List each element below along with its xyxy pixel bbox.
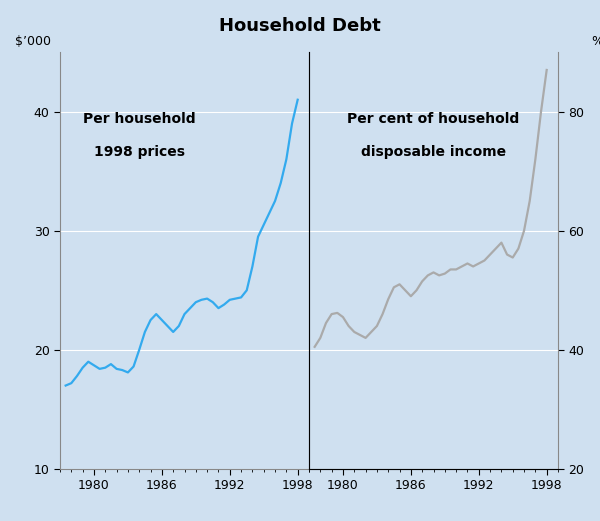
Text: disposable income: disposable income — [361, 145, 506, 159]
Text: 1998 prices: 1998 prices — [94, 145, 185, 159]
Text: $’000: $’000 — [15, 35, 51, 48]
Text: Household Debt: Household Debt — [219, 17, 381, 35]
Text: Per household: Per household — [83, 112, 196, 126]
Text: Per cent of household: Per cent of household — [347, 112, 520, 126]
Text: %: % — [591, 35, 600, 48]
